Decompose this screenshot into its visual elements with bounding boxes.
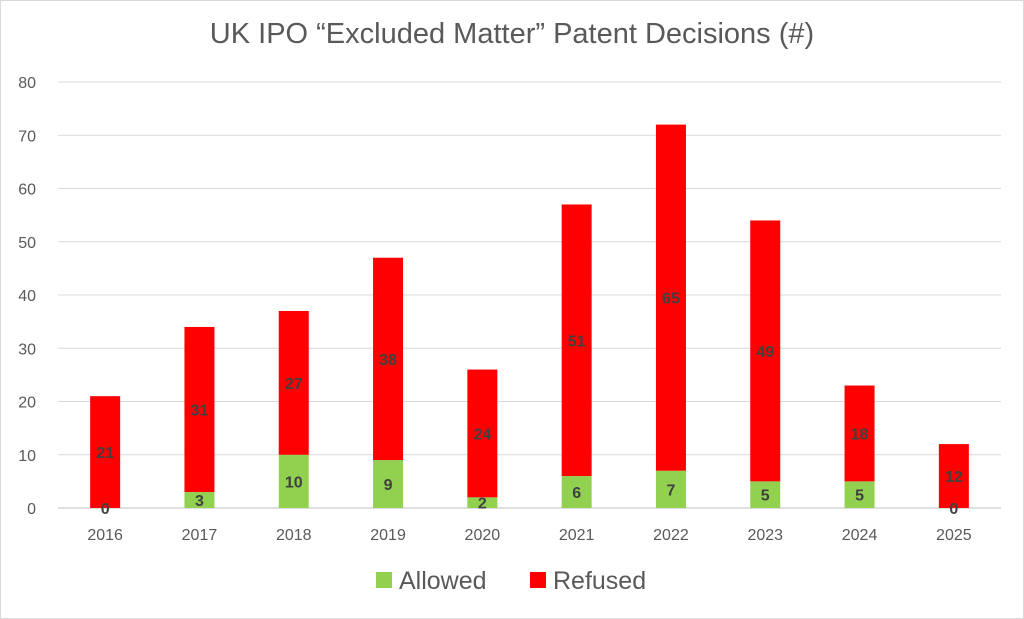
bar-refused-2018	[278, 310, 309, 455]
legend-swatch-allowed	[376, 572, 392, 588]
chart-title: UK IPO “Excluded Matter” Patent Decision…	[209, 18, 815, 50]
bar-refused-2020	[467, 369, 498, 498]
y-axis-ticks: 0 10 20 30 40 50 60 70 80	[18, 75, 36, 518]
bar-allowed-2021	[561, 476, 592, 508]
x-tick-label: 2023	[747, 527, 783, 544]
bar-refused-2016	[90, 396, 121, 508]
bar-allowed-2020	[467, 497, 498, 508]
data-labels: 0 21 3 31 10 27 9 38 2 24 6 51 7 65 5 49 5 18 0 12	[96, 291, 963, 518]
bar-refused-2025	[938, 444, 969, 508]
x-tick-label: 2020	[465, 527, 501, 544]
y-tick-label: 20	[18, 395, 36, 412]
bar-refused-2019	[373, 257, 404, 461]
bar-allowed-2018	[278, 454, 309, 508]
bar-allowed-2022	[655, 470, 686, 508]
legend: Allowed Refused	[376, 567, 646, 595]
data-label-refused-2017: 31	[191, 402, 209, 419]
data-label-allowed-2016: 0	[101, 501, 110, 518]
x-tick-label: 2022	[653, 527, 689, 544]
legend-label-refused: Refused	[553, 567, 646, 595]
data-label-refused-2020: 24	[473, 426, 491, 443]
x-tick-label: 2018	[276, 527, 312, 544]
data-label-allowed-2019: 9	[384, 477, 393, 494]
gridlines	[58, 81, 1001, 509]
data-label-refused-2021: 51	[568, 333, 586, 350]
bar-allowed-2023	[750, 481, 781, 508]
x-tick-label: 2025	[936, 527, 972, 544]
bars	[90, 124, 969, 508]
legend-label-allowed: Allowed	[399, 567, 487, 595]
data-label-allowed-2024: 5	[855, 488, 864, 505]
y-tick-label: 80	[18, 75, 36, 92]
x-axis-ticks: 2016 2017 2018 2019 2020 2021 2022 2023 2024 2025	[87, 527, 971, 544]
y-tick-label: 70	[18, 128, 36, 145]
x-tick-label: 2021	[559, 527, 595, 544]
x-tick-label: 2016	[87, 527, 123, 544]
data-label-refused-2023: 49	[756, 344, 774, 361]
x-tick-label: 2017	[182, 527, 218, 544]
data-label-refused-2019: 38	[379, 352, 397, 369]
bar-refused-2017	[184, 326, 215, 493]
x-tick-label: 2024	[842, 527, 878, 544]
y-tick-label: 30	[18, 341, 36, 358]
bar-allowed-2019	[373, 460, 404, 508]
y-tick-label: 40	[18, 288, 36, 305]
legend-swatch-refused	[530, 572, 546, 588]
y-tick-label: 10	[18, 448, 36, 465]
y-tick-label: 60	[18, 182, 36, 199]
data-label-allowed-2023: 5	[761, 488, 770, 505]
data-label-allowed-2017: 3	[195, 493, 204, 510]
bar-refused-2022	[655, 124, 686, 471]
y-tick-label: 0	[27, 501, 36, 518]
data-label-refused-2018: 27	[285, 376, 303, 393]
bar-refused-2023	[750, 220, 781, 482]
data-label-allowed-2021: 6	[572, 485, 581, 502]
data-label-refused-2022: 65	[662, 291, 680, 308]
bar-refused-2024	[844, 385, 875, 482]
data-label-allowed-2022: 7	[666, 482, 675, 499]
y-tick-label: 50	[18, 235, 36, 252]
data-label-allowed-2020: 2	[478, 496, 487, 513]
data-label-refused-2025: 12	[945, 469, 963, 486]
bar-allowed-2024	[844, 481, 875, 508]
data-label-allowed-2025: 0	[949, 501, 958, 518]
bar-allowed-2017	[184, 492, 215, 508]
bar-refused-2021	[561, 204, 592, 477]
x-tick-label: 2019	[370, 527, 406, 544]
data-label-refused-2024: 18	[851, 426, 869, 443]
data-label-refused-2016: 21	[96, 445, 114, 462]
data-label-allowed-2018: 10	[285, 474, 303, 491]
